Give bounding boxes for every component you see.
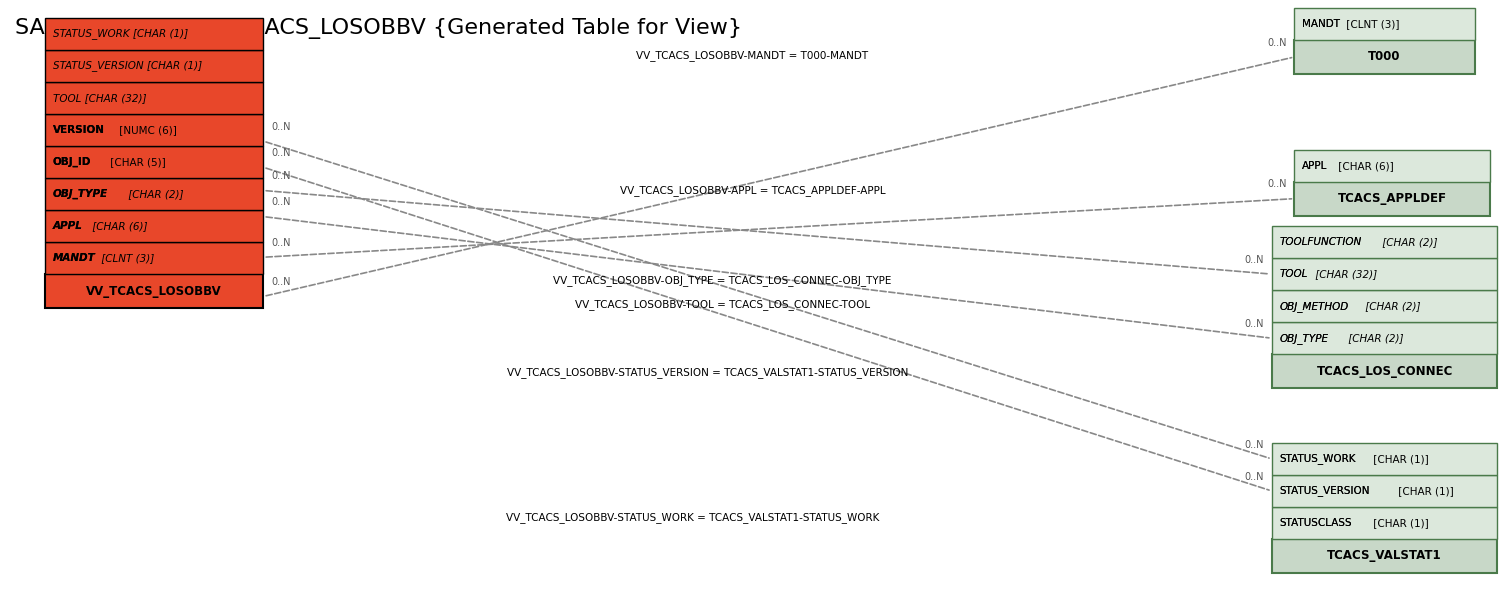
Text: 0..N: 0..N [1267,179,1287,190]
Text: TOOL: TOOL [1279,269,1308,279]
Text: [CHAR (6)]: [CHAR (6)] [89,221,147,231]
Text: VV_TCACS_LOSOBBV-OBJ_TYPE = TCACS_LOS_CONNEC-OBJ_TYPE: VV_TCACS_LOSOBBV-OBJ_TYPE = TCACS_LOS_CO… [554,275,891,286]
Text: MANDT: MANDT [1302,19,1339,29]
Text: STATUS_VERSION [CHAR (1)]: STATUS_VERSION [CHAR (1)] [53,60,202,71]
Text: [CLNT (3)]: [CLNT (3)] [1342,19,1400,29]
Text: 0..N: 0..N [1245,472,1264,482]
Text: STATUS_WORK [CHAR (1)]: STATUS_WORK [CHAR (1)] [53,28,188,39]
Text: T000: T000 [1368,51,1401,63]
Text: STATUS_WORK: STATUS_WORK [1279,453,1356,464]
FancyBboxPatch shape [1272,258,1497,290]
FancyBboxPatch shape [1294,8,1475,40]
Text: [CLNT (3)]: [CLNT (3)] [98,253,154,263]
FancyBboxPatch shape [45,114,263,146]
Text: VV_TCACS_LOSOBBV-MANDT = T000-MANDT: VV_TCACS_LOSOBBV-MANDT = T000-MANDT [637,50,868,61]
Text: VV_TCACS_LOSOBBV-STATUS_VERSION = TCACS_VALSTAT1-STATUS_VERSION: VV_TCACS_LOSOBBV-STATUS_VERSION = TCACS_… [507,367,908,378]
Text: VERSION: VERSION [53,125,105,135]
Text: [CHAR (1)]: [CHAR (1)] [1371,454,1430,464]
Text: STATUS_VERSION: STATUS_VERSION [1279,485,1370,496]
Text: TOOL: TOOL [1279,269,1308,279]
FancyBboxPatch shape [1294,40,1475,74]
FancyBboxPatch shape [1272,507,1497,539]
FancyBboxPatch shape [45,50,263,82]
Text: VV_TCACS_LOSOBBV: VV_TCACS_LOSOBBV [86,285,223,298]
Text: [CHAR (6)]: [CHAR (6)] [1335,161,1394,171]
Text: VV_TCACS_LOSOBBV-STATUS_WORK = TCACS_VALSTAT1-STATUS_WORK: VV_TCACS_LOSOBBV-STATUS_WORK = TCACS_VAL… [506,512,879,523]
Text: OBJ_TYPE: OBJ_TYPE [53,189,108,199]
Text: [CHAR (2)]: [CHAR (2)] [125,189,184,199]
Text: MANDT: MANDT [53,253,95,263]
FancyBboxPatch shape [1272,322,1497,354]
FancyBboxPatch shape [1272,290,1497,322]
FancyBboxPatch shape [1272,443,1497,475]
Text: SAP ABAP table VV_TCACS_LOSOBBV {Generated Table for View}: SAP ABAP table VV_TCACS_LOSOBBV {Generat… [15,18,742,39]
Text: 0..N: 0..N [271,197,290,208]
Text: TOOLFUNCTION: TOOLFUNCTION [1279,237,1362,247]
Text: 0..N: 0..N [271,171,290,181]
FancyBboxPatch shape [1272,354,1497,388]
FancyBboxPatch shape [45,210,263,242]
Text: [NUMC (6)]: [NUMC (6)] [116,125,176,135]
Text: VERSION: VERSION [53,125,105,135]
Text: TCACS_APPLDEF: TCACS_APPLDEF [1338,192,1446,205]
Text: OBJ_ID: OBJ_ID [53,157,90,167]
Text: MANDT: MANDT [1302,19,1339,29]
Text: APPL: APPL [1302,161,1327,171]
Text: STATUSCLASS: STATUSCLASS [1279,518,1351,528]
Text: STATUS_VERSION: STATUS_VERSION [1279,485,1370,496]
Text: TOOL [CHAR (32)]: TOOL [CHAR (32)] [53,93,146,103]
Text: APPL: APPL [53,221,83,231]
FancyBboxPatch shape [1272,226,1497,258]
Text: OBJ_TYPE: OBJ_TYPE [1279,333,1329,344]
Text: VV_TCACS_LOSOBBV-TOOL = TCACS_LOS_CONNEC-TOOL: VV_TCACS_LOSOBBV-TOOL = TCACS_LOS_CONNEC… [575,299,870,310]
Text: OBJ_TYPE: OBJ_TYPE [1279,333,1329,344]
Text: APPL: APPL [53,221,83,231]
FancyBboxPatch shape [1294,150,1490,182]
Text: [CHAR (1)]: [CHAR (1)] [1395,486,1454,496]
FancyBboxPatch shape [1272,539,1497,573]
Text: OBJ_TYPE: OBJ_TYPE [53,189,108,199]
Text: OBJ_METHOD: OBJ_METHOD [1279,301,1348,312]
Text: 0..N: 0..N [1245,440,1264,450]
FancyBboxPatch shape [45,274,263,308]
Text: OBJ_METHOD: OBJ_METHOD [1279,301,1348,312]
FancyBboxPatch shape [45,18,263,50]
Text: STATUS_WORK: STATUS_WORK [1279,453,1356,464]
Text: [CHAR (2)]: [CHAR (2)] [1345,333,1404,343]
Text: 0..N: 0..N [1245,319,1264,329]
Text: TCACS_LOS_CONNEC: TCACS_LOS_CONNEC [1317,365,1452,378]
Text: 0..N: 0..N [271,277,290,287]
Text: APPL: APPL [1302,161,1327,171]
Text: TCACS_VALSTAT1: TCACS_VALSTAT1 [1327,549,1442,562]
Text: 0..N: 0..N [271,122,290,132]
Text: [CHAR (2)]: [CHAR (2)] [1362,301,1421,311]
Text: [CHAR (2)]: [CHAR (2)] [1379,237,1437,247]
Text: OBJ_ID: OBJ_ID [53,157,90,167]
FancyBboxPatch shape [1294,182,1490,216]
FancyBboxPatch shape [45,82,263,114]
Text: [CHAR (32)]: [CHAR (32)] [1312,269,1377,279]
FancyBboxPatch shape [45,242,263,274]
Text: 0..N: 0..N [271,148,290,158]
FancyBboxPatch shape [45,146,263,178]
Text: [CHAR (5)]: [CHAR (5)] [107,157,166,167]
Text: MANDT: MANDT [53,253,95,263]
FancyBboxPatch shape [45,178,263,210]
FancyBboxPatch shape [1272,475,1497,507]
Text: [CHAR (1)]: [CHAR (1)] [1371,518,1430,528]
Text: TOOLFUNCTION: TOOLFUNCTION [1279,237,1362,247]
Text: VV_TCACS_LOSOBBV-APPL = TCACS_APPLDEF-APPL: VV_TCACS_LOSOBBV-APPL = TCACS_APPLDEF-AP… [620,185,885,197]
Text: 0..N: 0..N [271,238,290,248]
Text: 0..N: 0..N [1267,38,1287,48]
Text: 0..N: 0..N [1245,255,1264,265]
Text: STATUSCLASS: STATUSCLASS [1279,518,1351,528]
